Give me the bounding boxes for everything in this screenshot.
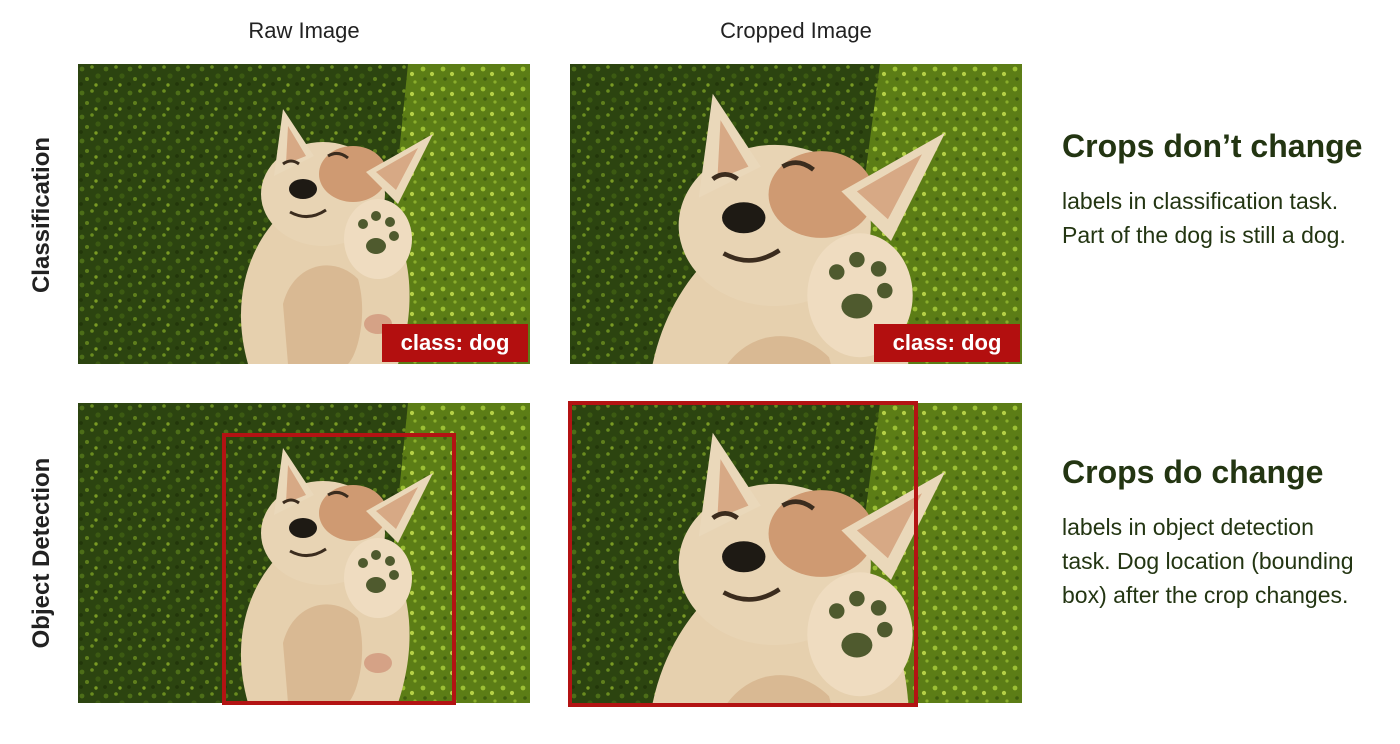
bounding-box-cropped	[568, 401, 918, 707]
cropped-image-classification: class: dog	[570, 64, 1022, 364]
class-label-badge: class: dog	[382, 324, 528, 362]
detection-note-body: labels in object detection task. Dog loc…	[1062, 510, 1362, 612]
column-header-raw: Raw Image	[78, 18, 530, 44]
raw-image-classification: class: dog	[78, 64, 530, 364]
column-header-cropped: Cropped Image	[570, 18, 1022, 44]
bounding-box-raw	[222, 433, 456, 705]
class-label-badge: class: dog	[874, 324, 1020, 362]
row-label-classification: Classification	[27, 65, 57, 365]
dog-photo-cropped	[570, 64, 1022, 364]
detection-note-title: Crops do change	[1062, 454, 1323, 491]
classification-note-title: Crops don’t change	[1062, 128, 1362, 165]
row-label-detection: Object Detection	[27, 403, 57, 703]
classification-note-body: labels in classification task. Part of t…	[1062, 184, 1362, 252]
dog-photo-raw	[78, 64, 530, 364]
